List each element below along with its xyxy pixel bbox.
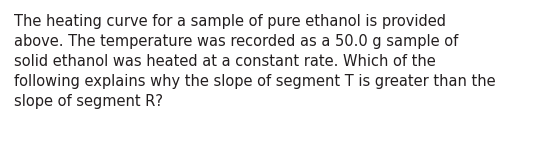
Text: The heating curve for a sample of pure ethanol is provided
above. The temperatur: The heating curve for a sample of pure e…: [14, 14, 496, 109]
